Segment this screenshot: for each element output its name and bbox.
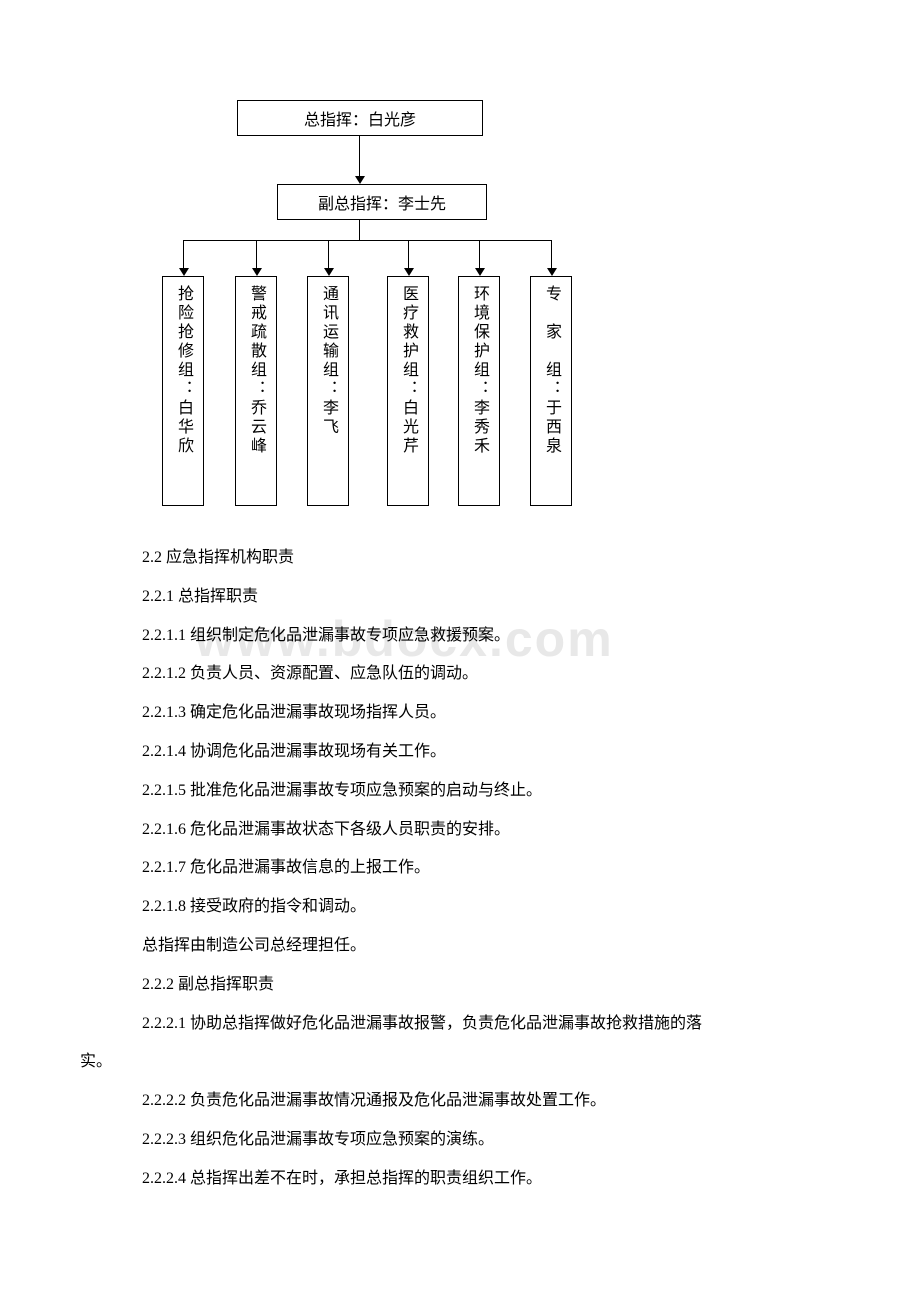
paragraph: 2.2.2 副总指挥职责 bbox=[110, 967, 840, 1004]
arrow-icon bbox=[252, 268, 262, 276]
paragraph: 2.2.1.4 协调危化品泄漏事故现场有关工作。 bbox=[110, 734, 840, 771]
paragraph: 2.2.1.5 批准危化品泄漏事故专项应急预案的启动与终止。 bbox=[110, 773, 840, 810]
paragraph: 总指挥由制造公司总经理担任。 bbox=[110, 928, 840, 965]
arrow-icon bbox=[179, 268, 189, 276]
paragraph: 2.2 应急指挥机构职责 bbox=[110, 540, 840, 577]
commander-label: 总指挥：白光彦 bbox=[304, 106, 416, 130]
team-box-2: 警戒疏散组：乔云峰 bbox=[235, 276, 277, 506]
paragraph: 2.2.2.4 总指挥出差不在时，承担总指挥的职责组织工作。 bbox=[110, 1161, 840, 1198]
deputy-box: 副总指挥：李士先 bbox=[277, 184, 487, 220]
team-label: 警戒疏散组：乔云峰 bbox=[244, 285, 268, 456]
team-box-5: 环境保护组：李秀禾 bbox=[458, 276, 500, 506]
connector-line bbox=[551, 240, 552, 268]
arrow-icon bbox=[355, 176, 365, 184]
paragraph: 2.2.1 总指挥职责 bbox=[110, 579, 840, 616]
paragraph: 2.2.1.2 负责人员、资源配置、应急队伍的调动。 bbox=[110, 656, 840, 693]
team-label: 通讯运输组：李飞 bbox=[316, 285, 340, 437]
arrow-icon bbox=[324, 268, 334, 276]
paragraph: 2.2.2.3 组织危化品泄漏事故专项应急预案的演练。 bbox=[110, 1122, 840, 1159]
connector-line bbox=[408, 240, 409, 268]
commander-box: 总指挥：白光彦 bbox=[237, 100, 483, 136]
arrow-icon bbox=[404, 268, 414, 276]
connector-line bbox=[328, 240, 329, 268]
connector-line bbox=[479, 240, 480, 268]
connector-line bbox=[359, 220, 360, 240]
arrow-icon bbox=[475, 268, 485, 276]
team-label: 医疗救护组：白光芹 bbox=[396, 285, 420, 456]
connector-line bbox=[183, 240, 184, 268]
paragraph: 2.2.2.1 协助总指挥做好危化品泄漏事故报警，负责危化品泄漏事故抢救措施的落 bbox=[110, 1006, 840, 1043]
paragraph: 2.2.1.8 接受政府的指令和调动。 bbox=[110, 889, 840, 926]
team-label: 抢险抢修组：白华欣 bbox=[171, 285, 195, 456]
connector-line bbox=[183, 240, 551, 241]
connector-line bbox=[256, 240, 257, 268]
team-box-4: 医疗救护组：白光芹 bbox=[387, 276, 429, 506]
team-box-6: 专 家 组：于西泉 bbox=[530, 276, 572, 506]
paragraph: 2.2.1.1 组织制定危化品泄漏事故专项应急救援预案。 bbox=[110, 618, 840, 655]
paragraph-continuation: 实。 bbox=[80, 1044, 840, 1081]
deputy-label: 副总指挥：李士先 bbox=[318, 190, 446, 214]
document-content: 2.2 应急指挥机构职责2.2.1 总指挥职责2.2.1.1 组织制定危化品泄漏… bbox=[0, 540, 920, 1250]
paragraph: 2.2.1.6 危化品泄漏事故状态下各级人员职责的安排。 bbox=[110, 812, 840, 849]
paragraph: 2.2.2.2 负责危化品泄漏事故情况通报及危化品泄漏事故处置工作。 bbox=[110, 1083, 840, 1120]
arrow-icon bbox=[547, 268, 557, 276]
team-label: 专 家 组：于西泉 bbox=[539, 285, 563, 456]
org-chart: 总指挥：白光彦 副总指挥：李士先 抢险抢修组：白华欣 警戒疏散组：乔云峰 通讯运… bbox=[0, 100, 920, 540]
team-box-3: 通讯运输组：李飞 bbox=[307, 276, 349, 506]
team-label: 环境保护组：李秀禾 bbox=[467, 285, 491, 456]
connector-line bbox=[359, 136, 360, 176]
paragraph: 2.2.1.3 确定危化品泄漏事故现场指挥人员。 bbox=[110, 695, 840, 732]
paragraph: 2.2.1.7 危化品泄漏事故信息的上报工作。 bbox=[110, 850, 840, 887]
team-box-1: 抢险抢修组：白华欣 bbox=[162, 276, 204, 506]
